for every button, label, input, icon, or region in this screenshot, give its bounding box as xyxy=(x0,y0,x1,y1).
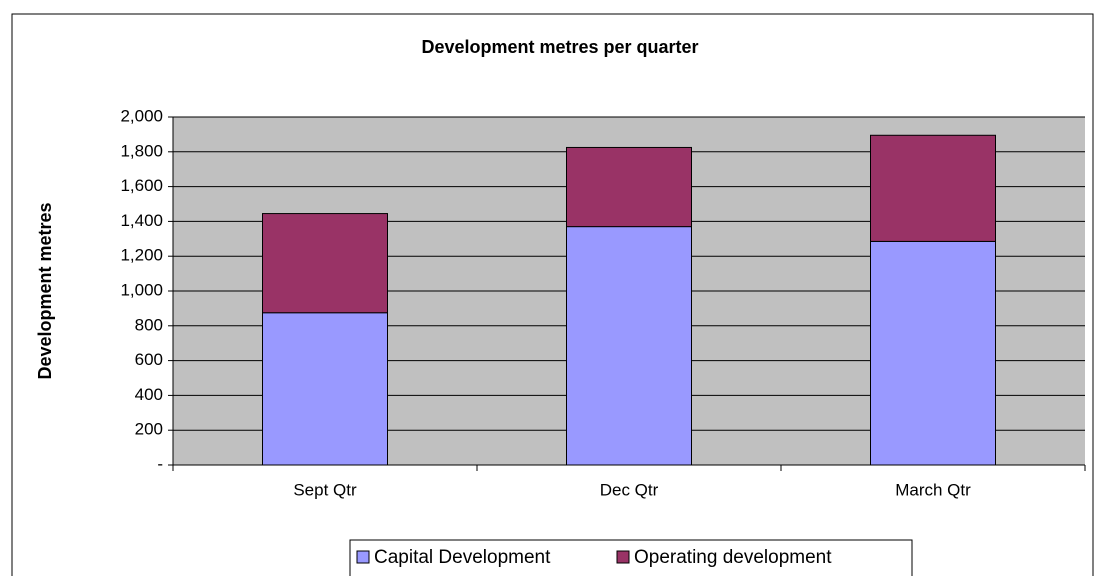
bar-segment xyxy=(262,213,388,314)
legend-box xyxy=(349,539,913,576)
bar-segment xyxy=(566,226,692,466)
bar-segment xyxy=(870,134,996,242)
legend-label: Capital Development xyxy=(374,547,551,568)
y-tick-label: 2,000 xyxy=(120,106,163,125)
y-tick-label: 600 xyxy=(135,350,163,369)
legend-swatch xyxy=(356,550,370,564)
bar-segment xyxy=(262,312,388,466)
x-tick-label: Dec Qtr xyxy=(600,480,659,499)
y-tick-label: 1,200 xyxy=(120,246,163,265)
y-tick-label: 800 xyxy=(135,315,163,334)
x-tick-label: March Qtr xyxy=(895,480,971,499)
bar-segment xyxy=(870,240,996,466)
y-tick-label: 1,000 xyxy=(120,280,163,299)
y-tick-label: 1,400 xyxy=(120,211,163,230)
bar-segment xyxy=(566,146,692,228)
legend-label: Operating development xyxy=(634,547,832,568)
chart-title: Development metres per quarter xyxy=(421,37,698,57)
legend-swatch xyxy=(616,550,630,564)
x-tick-label: Sept Qtr xyxy=(293,480,357,499)
y-tick-label: - xyxy=(157,454,163,473)
y-tick-label: 200 xyxy=(135,420,163,439)
y-tick-label: 1,600 xyxy=(120,176,163,195)
y-axis-label: Development metres xyxy=(35,202,55,379)
y-tick-label: 400 xyxy=(135,385,163,404)
y-tick-label: 1,800 xyxy=(120,141,163,160)
